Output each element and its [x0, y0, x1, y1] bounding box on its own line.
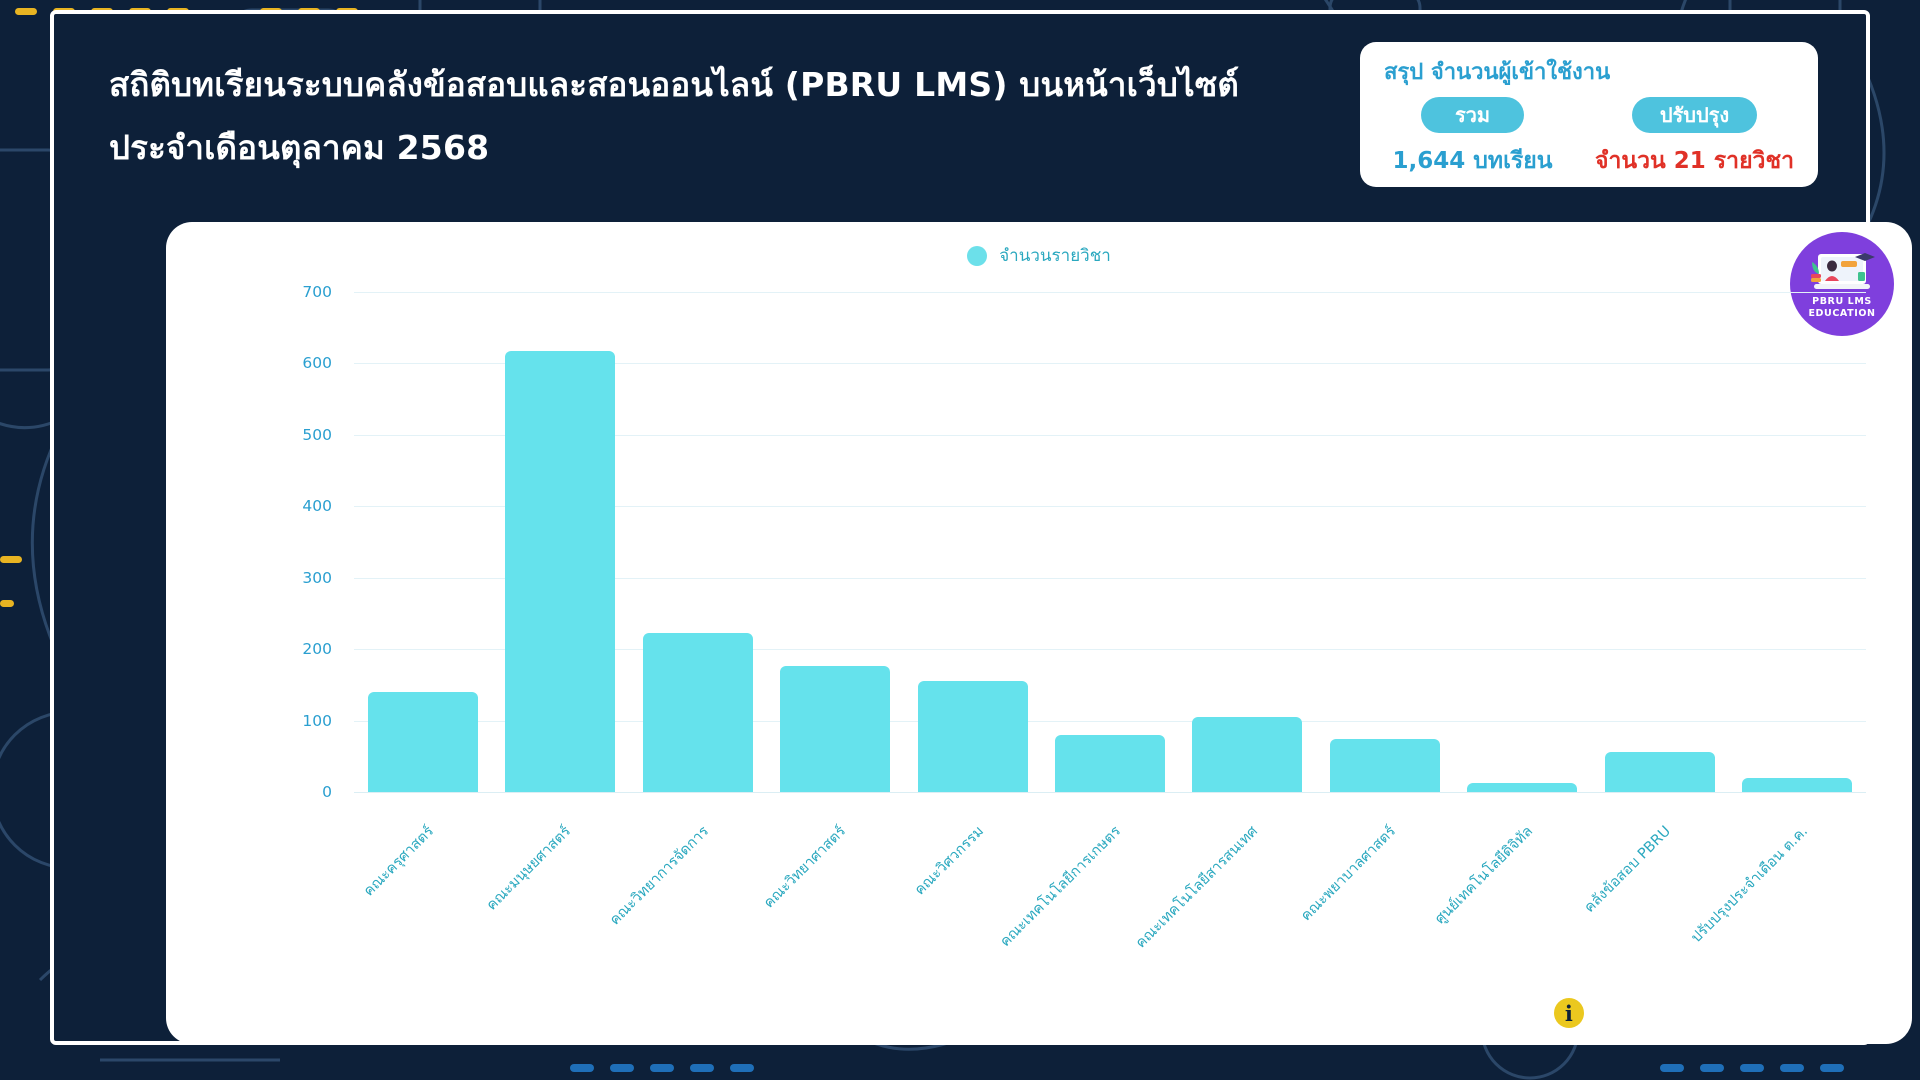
total-value: 1,644 บทเรียน [1392, 147, 1553, 174]
bar[interactable] [1742, 777, 1853, 792]
bar[interactable] [917, 681, 1028, 792]
bar-slot [629, 292, 766, 792]
y-axis-tick: 0 [322, 783, 332, 801]
x-label-slot: คณะเทคโนโลยีการเกษตร [997, 806, 1178, 996]
page-title-line1: สถิติบทเรียนระบบคลังข้อสอบและสอนออนไลน์ … [109, 65, 1240, 104]
bar[interactable] [642, 633, 753, 792]
bar-series [354, 292, 1866, 792]
x-label-slot: คณะครุศาสตร์ [354, 806, 491, 996]
logo-line1: PBRU LMS [1812, 296, 1872, 308]
legend-label: จำนวนรายวิชา [999, 246, 1111, 266]
x-label-slot: คณะวิทยาศาสตร์ [761, 806, 903, 996]
gridline [354, 363, 1866, 365]
logo-text: PBRU LMS EDUCATION [1808, 296, 1875, 320]
x-label-slot: คลังข้อสอบ PBRU [1581, 806, 1728, 996]
bar[interactable] [1055, 734, 1165, 792]
page-title: สถิติบทเรียนระบบคลังข้อสอบและสอนออนไลน์ … [109, 54, 1359, 179]
chart-card: จำนวนรายวิชา PBRU LMS EDUCATION [166, 222, 1912, 1044]
bar-slot [1454, 292, 1591, 792]
summary-updated-column: ปรับปรุง จำนวน 21 รายวิชา [1595, 96, 1794, 179]
x-label-slot: คณะวิศวกรรม [904, 806, 1041, 996]
plot-area: 0 100 200 300 400 500 600 700 คณะครุศาสตร์ คณะมน… [166, 278, 1912, 1044]
y-axis-tick: 700 [302, 283, 332, 301]
x-label-slot: คณะวิทยาการจัดการ [607, 806, 766, 996]
bar-slot [354, 292, 491, 792]
bar-slot [1041, 292, 1178, 792]
gridline [354, 792, 1866, 793]
plot-canvas: 0 100 200 300 400 500 600 700 [302, 283, 1866, 801]
gridline [354, 649, 1866, 651]
bar[interactable] [1604, 752, 1715, 792]
summary-columns: รวม 1,644 บทเรียน ปรับปรุง จำนวน 21 รายว… [1384, 96, 1794, 179]
gridline [354, 506, 1866, 508]
poster-frame: สถิติบทเรียนระบบคลังข้อสอบและสอนออนไลน์ … [50, 10, 1912, 1045]
x-label-slot: ศูนย์เทคโนโลยีดิจิทัล [1432, 806, 1591, 996]
x-label-slot: คณะเทคโนโลยีสารสนเทศ [1133, 806, 1316, 996]
bar-slot [1591, 292, 1728, 792]
bar-slot [1179, 292, 1316, 792]
summary-heading: สรุป จำนวนผู้เข้าใช้งาน [1384, 60, 1611, 85]
bar[interactable] [1192, 717, 1303, 792]
gridline [354, 292, 1866, 293]
y-axis-tick: 100 [302, 711, 332, 730]
timestamp-text: ข้อมูล ณ 31-10-68 [1592, 1000, 1792, 1026]
legend-color-dot [967, 245, 988, 266]
bar-slot [1316, 292, 1453, 792]
x-label-slot: ปรับปรุงประจำเดือน ต.ค. [1689, 806, 1866, 996]
bar[interactable] [1467, 783, 1578, 792]
total-badge[interactable]: รวม [1420, 96, 1525, 133]
summary-total-column: รวม 1,644 บทเรียน [1384, 96, 1561, 179]
x-label-slot: คณะมนุษยศาสตร์ [484, 806, 628, 996]
x-label-slot: คณะพยาบาลศาสตร์ [1298, 806, 1453, 996]
chart-legend: จำนวนรายวิชา [166, 242, 1912, 269]
y-axis-tick: 200 [302, 640, 332, 659]
updated-badge[interactable]: ปรับปรุง [1631, 96, 1758, 133]
y-axis-tick: 500 [302, 425, 332, 444]
y-axis-tick: 600 [302, 354, 332, 373]
updated-value: จำนวน 21 รายวิชา [1595, 147, 1794, 174]
bar-slot [766, 292, 903, 792]
bar-slot [1729, 292, 1866, 792]
gridline [354, 434, 1866, 436]
x-axis-labels: คณะครุศาสตร์ คณะมนุษยศาสตร์ คณะวิทยาการจัด… [354, 806, 1866, 996]
bar[interactable] [505, 351, 616, 792]
bar[interactable] [1329, 739, 1440, 792]
gridline [354, 577, 1866, 579]
bar-slot [904, 292, 1041, 792]
summary-card: สรุป จำนวนผู้เข้าใช้งาน รวม 1,644 บทเรีย… [1360, 42, 1818, 187]
bar-slot [491, 292, 628, 792]
bar[interactable] [367, 692, 478, 792]
page-title-line2: ประจำเดือนตุลาคม 2568 [109, 127, 490, 167]
logo-line2: EDUCATION [1808, 308, 1876, 320]
data-timestamp-note: i ข้อมูล ณ 31-10-68 [1553, 995, 1792, 1031]
y-axis-tick: 400 [302, 497, 332, 516]
info-icon: i [1553, 998, 1584, 1028]
y-axis-tick: 300 [302, 568, 332, 587]
bar[interactable] [780, 665, 891, 792]
gridline [354, 720, 1866, 722]
